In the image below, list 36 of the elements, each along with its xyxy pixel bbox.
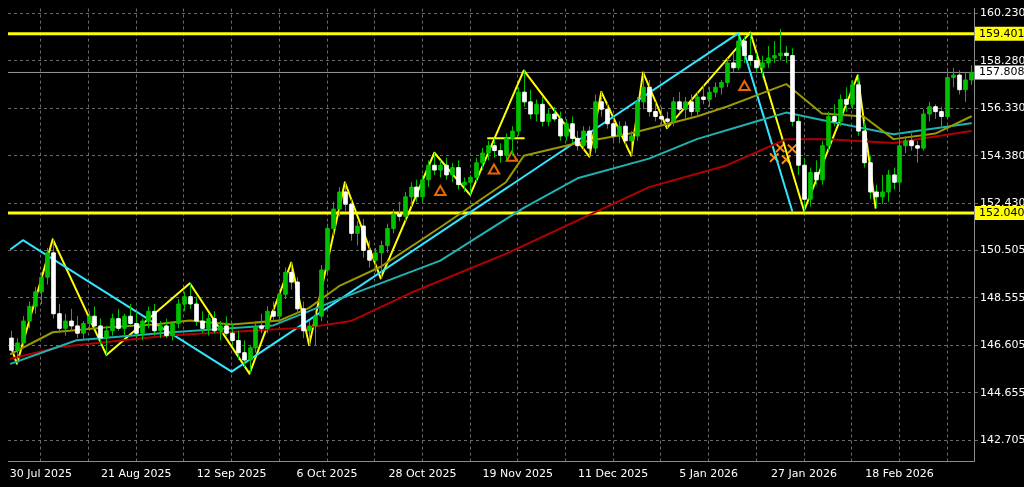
ref-line-label: 159.401 (979, 26, 1024, 40)
y-tick-label: 160.230 (980, 6, 1024, 20)
x-tick-label: 6 Oct 2025 (296, 467, 358, 481)
candlestick (850, 79, 855, 110)
y-tick-label: 156.330 (980, 101, 1024, 115)
ref-line-label: 152.040 (979, 205, 1024, 219)
point (434, 184, 447, 196)
point (774, 142, 786, 154)
ref-line-label: 157.808 (979, 65, 1024, 79)
y-tick-label: 148.555 (980, 290, 1024, 304)
y-tick-label: 142.705 (980, 433, 1024, 447)
y-tick-label: 144.655 (980, 385, 1024, 399)
x-tick-label: 21 Aug 2025 (100, 467, 172, 481)
x-tick-label: 30 Jul 2025 (9, 467, 72, 481)
candlestick (671, 96, 676, 127)
point (780, 154, 792, 165)
x-tick-label: 27 Jan 2026 (771, 467, 838, 481)
y-tick-label: 146.605 (980, 338, 1024, 352)
candlestick (593, 94, 598, 154)
y-tick-label: 158.280 (980, 53, 1024, 67)
point (505, 150, 519, 162)
point (738, 80, 751, 92)
point (769, 152, 780, 163)
point (786, 143, 798, 155)
x-tick-label: 19 Nov 2025 (482, 467, 554, 481)
x-tick-label: 18 Feb 2026 (865, 467, 934, 481)
x-tick-label: 5 Jan 2026 (679, 467, 739, 481)
x-tick-label: 12 Sep 2025 (196, 467, 267, 481)
candlestick (206, 313, 211, 337)
x-tick-label: 11 Dec 2025 (578, 467, 649, 481)
point (487, 163, 501, 175)
x-tick-label: 28 Oct 2025 (388, 467, 457, 481)
candlestick (808, 167, 813, 208)
y-tick-label: 150.505 (980, 243, 1024, 257)
candlestick (683, 96, 688, 120)
y-tick-label: 154.380 (980, 148, 1024, 162)
